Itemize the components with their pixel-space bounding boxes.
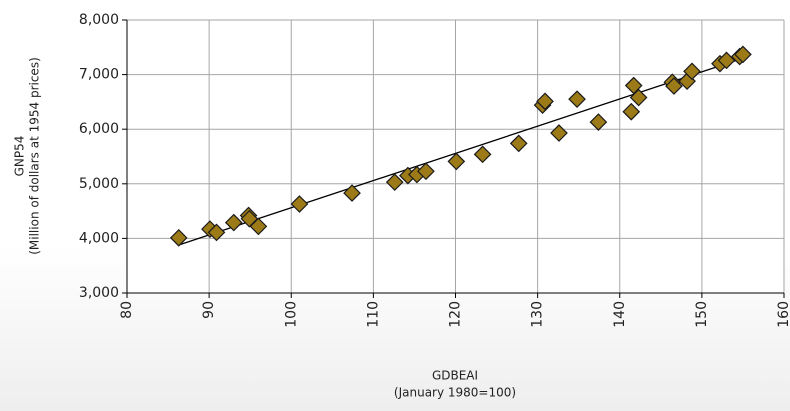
data-point	[665, 77, 683, 95]
data-point	[290, 195, 309, 213]
x-tick-label: 100	[283, 301, 299, 328]
y-tick-label: 4,000	[79, 230, 119, 246]
data-point	[622, 102, 641, 121]
y-tick-label: 6,000	[79, 121, 119, 137]
x-tick-label: 120	[448, 301, 464, 328]
data-point	[447, 152, 466, 171]
data-point	[734, 45, 752, 64]
data-point	[473, 145, 492, 164]
y-axis-label: GNP54	[13, 136, 27, 177]
x-tick-label: 130	[530, 301, 546, 328]
data-point	[224, 213, 243, 232]
y-tick-label: 5,000	[79, 176, 119, 192]
data-point	[169, 229, 188, 247]
x-axis-label: GDBEAI	[432, 369, 478, 383]
data-point	[536, 92, 554, 111]
x-tick-label: 150	[694, 301, 710, 328]
x-tick-label: 160	[776, 301, 790, 328]
data-point	[207, 223, 226, 242]
data-point	[589, 113, 608, 131]
y-axis-sublabel: (Million of dollars at 1954 prices)	[28, 57, 42, 255]
data-point	[683, 62, 701, 81]
trend-line	[178, 57, 744, 246]
data-point	[417, 162, 435, 181]
data-point	[717, 51, 736, 70]
data-point	[343, 184, 361, 202]
x-tick-label: 110	[365, 301, 381, 328]
data-point	[550, 124, 568, 142]
data-point	[624, 76, 643, 95]
data-point	[249, 217, 268, 236]
x-axis-sublabel: (January 1980=100)	[394, 386, 516, 400]
x-tick-label: 90	[201, 301, 217, 319]
y-tick-label: 8,000	[79, 12, 119, 28]
data-point	[385, 173, 404, 192]
x-tick-label: 80	[119, 301, 135, 319]
y-tick-label: 7,000	[79, 67, 119, 83]
data-point	[629, 88, 648, 107]
y-tick-label: 3,000	[79, 285, 119, 301]
data-point	[568, 90, 586, 109]
x-tick-label: 140	[612, 301, 628, 328]
data-point	[509, 134, 528, 153]
